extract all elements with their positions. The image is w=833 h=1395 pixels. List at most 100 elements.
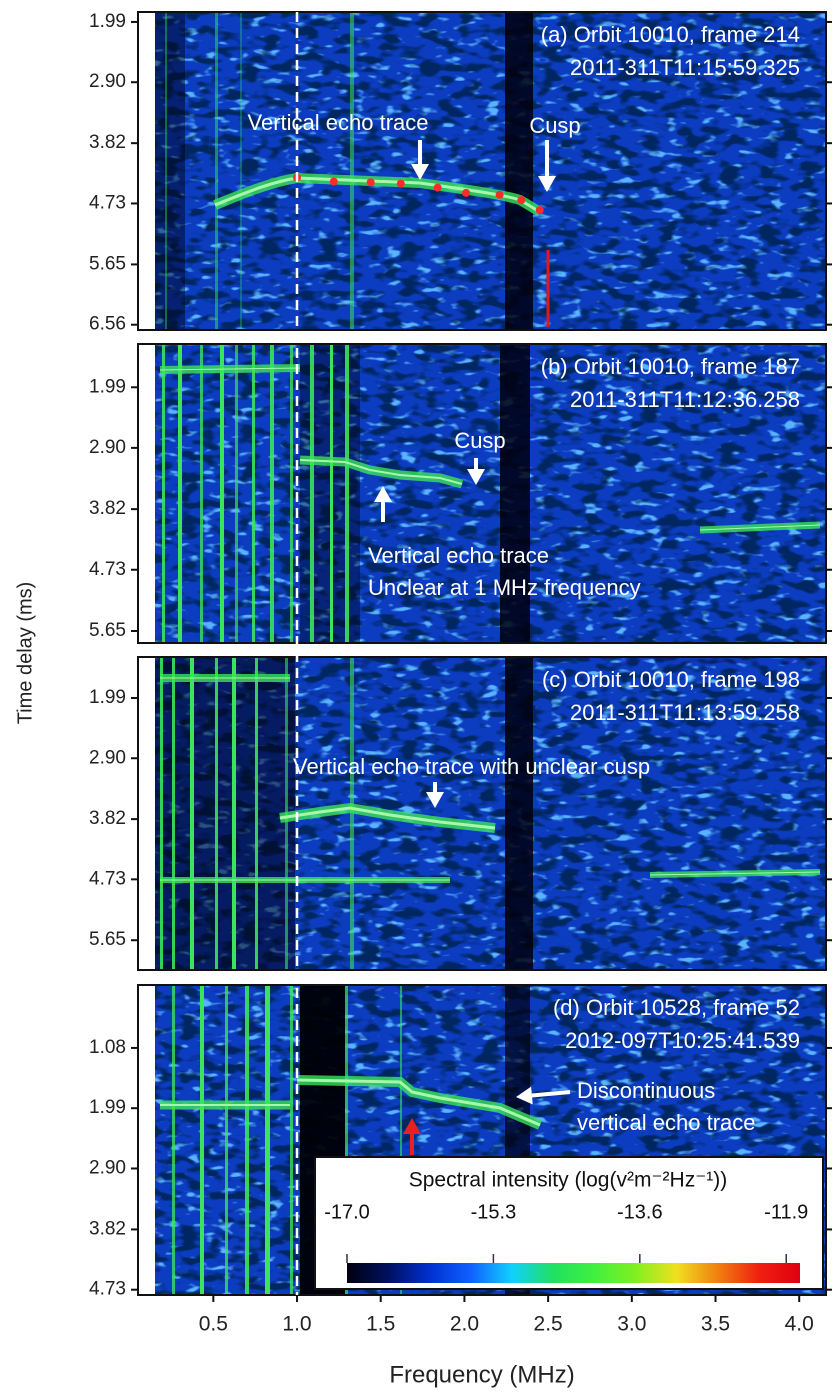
vertical-stripe: [235, 344, 238, 643]
vertical-stripe: [172, 985, 175, 1295]
spectrogram-image: [155, 12, 826, 330]
echo-trace: [159, 367, 301, 371]
panel-title: (d) Orbit 10528, frame 52: [553, 995, 800, 1020]
echo-trace: [279, 806, 496, 830]
panel-frame: [137, 656, 827, 971]
y-tick-label: 5.65: [89, 620, 126, 641]
x-tick-label: 2.5: [534, 1313, 563, 1336]
vertical-stripe: [240, 12, 242, 330]
arrow-head: [516, 1086, 533, 1105]
panel-title: (b) Orbit 10010, frame 187: [541, 354, 800, 379]
dark-band: [155, 12, 185, 330]
panel-subtitle: 2011-311T11:12:36.258: [570, 387, 800, 412]
panel-frame: [137, 343, 827, 644]
y-tick-label: 4.73: [89, 1279, 126, 1300]
panel-title: (c) Orbit 10010, frame 198: [542, 667, 800, 692]
vertical-stripe: [178, 344, 182, 643]
y-tick-label: 6.56: [89, 314, 126, 335]
echo-trace: [699, 524, 821, 531]
annotation: vertical echo trace: [577, 1110, 756, 1135]
y-tick-label: 1.99: [89, 376, 126, 397]
panel-title: (a) Orbit 10010, frame 214: [541, 22, 800, 47]
dark-band: [505, 12, 533, 330]
vertical-stripe: [290, 985, 293, 1295]
y-tick-label: 2.90: [89, 747, 126, 768]
vertical-stripe: [162, 344, 165, 643]
annotation: Vertical echo trace with unclear cusp: [293, 754, 650, 779]
spectrogram-image: [155, 657, 826, 970]
vertical-stripe: [215, 657, 218, 970]
vertical-stripe: [160, 657, 163, 970]
y-tick-label: 1.99: [89, 1097, 126, 1118]
vertical-stripe: [350, 657, 354, 970]
vertical-stripe: [310, 344, 314, 643]
x-tick-label: 3.0: [617, 1313, 646, 1336]
dark-band: [500, 344, 530, 643]
spectrogram-image: [155, 344, 826, 643]
noise-dark: [155, 12, 826, 330]
vertical-stripe: [265, 985, 270, 1295]
vertical-stripe: [400, 985, 402, 1295]
vertical-stripe: [190, 657, 194, 970]
panel-subtitle: 2011-311T11:15:59.325: [570, 55, 800, 80]
colorbar-title: Spectral intensity (log(v²m⁻²Hz⁻¹)): [409, 1169, 728, 1192]
arrow-shaft: [531, 1090, 571, 1098]
y-tick-label: 4.73: [89, 192, 126, 213]
x-tick-label: 2.0: [450, 1313, 479, 1336]
vertical-stripe: [225, 985, 228, 1295]
y-tick-label: 1.99: [89, 11, 126, 32]
vertical-stripe: [345, 344, 349, 643]
y-tick-label: 1.99: [89, 687, 126, 708]
arrow-head: [374, 486, 392, 502]
trace-point: [396, 179, 405, 188]
panel-frame: [137, 11, 827, 331]
annotation: Cusp: [454, 428, 505, 453]
y-tick-label: 4.73: [89, 868, 126, 889]
colorbar-tick-label: -17.0: [324, 1201, 370, 1223]
trace-point: [433, 183, 442, 192]
x-tick-label: 0.5: [199, 1313, 228, 1336]
vertical-stripe: [270, 344, 274, 643]
trace-point: [462, 188, 471, 197]
panel-subtitle: 2011-311T11:13:59.258: [570, 700, 800, 725]
arrow-head: [411, 164, 429, 180]
annotation: Unclear at 1 MHz frequency: [368, 575, 641, 600]
y-tick-label: 1.08: [89, 1037, 126, 1058]
y-tick-label: 3.82: [89, 132, 126, 153]
vertical-stripe: [200, 985, 204, 1295]
y-axis-label: Time delay (ms): [14, 582, 36, 725]
trace-point: [517, 196, 526, 205]
panel-frame: [137, 984, 827, 1296]
annotation: Vertical echo trace: [368, 543, 549, 568]
x-axis-label: Frequency (MHz): [389, 1361, 574, 1388]
trace-point: [535, 206, 544, 215]
x-tick-label: 1.5: [366, 1313, 395, 1336]
vertical-stripe: [252, 344, 255, 643]
y-tick-label: 2.90: [89, 1157, 126, 1178]
trace-point: [329, 177, 338, 186]
vertical-stripe: [220, 344, 224, 643]
y-tick-label: 3.82: [89, 808, 126, 829]
vertical-stripe: [290, 344, 293, 643]
y-tick-label: 5.65: [89, 929, 126, 950]
annotation: Cusp: [529, 113, 580, 138]
annotation: Discontinuous: [577, 1078, 715, 1103]
trace-point: [366, 178, 375, 187]
panel-subtitle: 2012-097T10:25:41.539: [565, 1028, 800, 1053]
y-tick-label: 2.90: [89, 71, 126, 92]
echo-trace: [296, 1078, 541, 1127]
x-tick-label: 1.0: [282, 1313, 311, 1336]
colorbar-gradient: [347, 1263, 800, 1283]
colorbar-tick-label: -13.6: [617, 1201, 663, 1223]
colorbar-tick-label: -15.3: [471, 1201, 517, 1223]
arrow-head: [426, 792, 444, 808]
vertical-stripe: [350, 12, 354, 330]
vertical-stripe: [172, 657, 175, 970]
vertical-stripe: [255, 657, 258, 970]
x-tick-label: 4.0: [785, 1313, 814, 1336]
echo-trace: [299, 459, 463, 485]
echo-trace: [649, 871, 821, 876]
trace-point: [495, 190, 504, 199]
dark-band: [155, 657, 295, 970]
